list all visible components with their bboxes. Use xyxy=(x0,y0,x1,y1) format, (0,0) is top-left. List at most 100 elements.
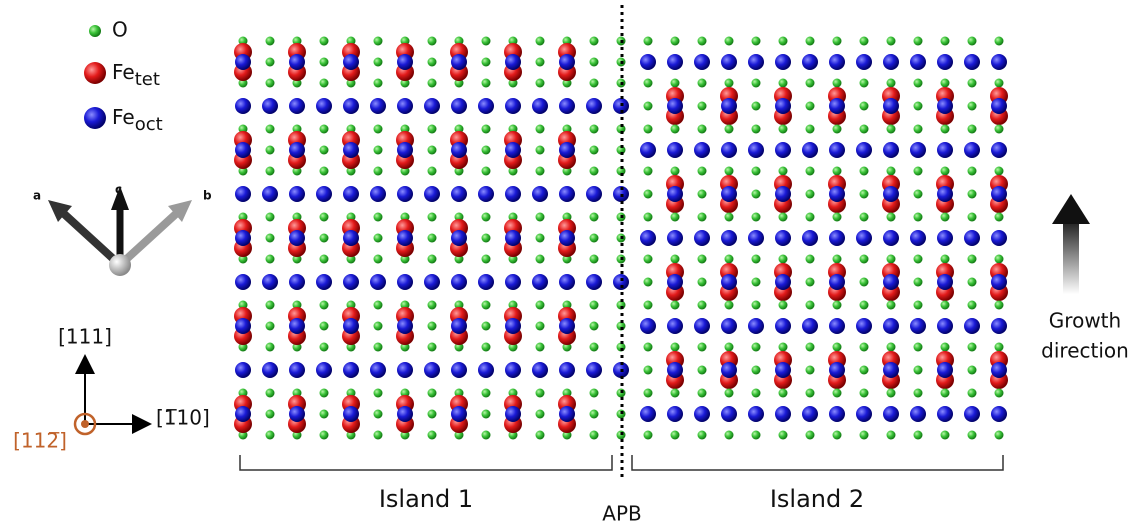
fe-oct-atom xyxy=(397,142,413,158)
o-atom xyxy=(968,190,977,199)
o-atom xyxy=(644,366,653,375)
fe-oct-atom xyxy=(235,142,251,158)
o-atom xyxy=(482,343,491,352)
o-atom xyxy=(833,343,842,352)
o-atom xyxy=(779,343,788,352)
o-atom xyxy=(968,102,977,111)
legend-label: Fetet xyxy=(112,60,160,91)
o-atom xyxy=(698,431,707,440)
fe-oct-atom xyxy=(883,362,899,378)
o-atom xyxy=(995,167,1004,176)
o-atom xyxy=(644,79,653,88)
o-atom xyxy=(320,343,329,352)
fe-oct-atom xyxy=(748,142,764,158)
o-atom xyxy=(428,322,437,331)
fe-oct-atom xyxy=(802,142,818,158)
fe-oct-atom xyxy=(451,54,467,70)
o-atom xyxy=(320,125,329,134)
o-atom xyxy=(860,389,869,398)
o-atom xyxy=(725,79,734,88)
fe-oct-atom xyxy=(559,318,575,334)
o-atom xyxy=(914,167,923,176)
legend-label: Feoct xyxy=(112,105,163,136)
o-atom xyxy=(860,102,869,111)
o-atom xyxy=(320,410,329,419)
o-atom xyxy=(320,301,329,310)
o-atom xyxy=(644,37,653,46)
legend-label: O xyxy=(112,18,128,42)
fe-oct-atom xyxy=(343,318,359,334)
o-atom xyxy=(671,389,680,398)
o-atom xyxy=(428,343,437,352)
o-atom xyxy=(806,102,815,111)
fe-oct-atom xyxy=(451,318,467,334)
fe-oct-atom xyxy=(883,54,899,70)
fe-oct-atom xyxy=(397,274,413,290)
o-atom xyxy=(779,301,788,310)
fe-oct-atom xyxy=(775,274,791,290)
o-atom xyxy=(914,190,923,199)
fe-oct-atom xyxy=(802,406,818,422)
o-atom xyxy=(833,79,842,88)
o-atom xyxy=(752,278,761,287)
o-atom xyxy=(968,431,977,440)
o-atom xyxy=(779,431,788,440)
fe-oct-atom xyxy=(991,186,1007,202)
o-atom xyxy=(428,431,437,440)
o-atom xyxy=(320,389,329,398)
fe-oct-atom xyxy=(667,54,683,70)
o-atom xyxy=(725,389,734,398)
growth-label: Growth xyxy=(1049,309,1121,333)
fe-oct-atom xyxy=(640,54,656,70)
o-atom xyxy=(725,301,734,310)
o-atom xyxy=(536,255,545,264)
o-atom xyxy=(698,389,707,398)
o-atom xyxy=(266,58,275,67)
fe-oct-atom xyxy=(667,230,683,246)
o-atom xyxy=(887,343,896,352)
o-atom xyxy=(266,125,275,134)
fe-oct-atom xyxy=(343,230,359,246)
o-atom xyxy=(590,301,599,310)
o-atom xyxy=(590,213,599,222)
o-atom xyxy=(671,431,680,440)
o-atom xyxy=(806,431,815,440)
fe-oct-atom xyxy=(910,230,926,246)
o-atom xyxy=(860,213,869,222)
fe-oct-atom xyxy=(343,142,359,158)
fe-oct-atom xyxy=(478,274,494,290)
fe-oct-atom xyxy=(748,54,764,70)
o-atom xyxy=(806,301,815,310)
lattice-triad: a c b xyxy=(33,183,212,277)
o-atom xyxy=(482,79,491,88)
o-atom xyxy=(779,167,788,176)
o-atom xyxy=(887,389,896,398)
o-atom xyxy=(482,301,491,310)
fe-oct-atom xyxy=(289,186,305,202)
fe-oct-atom xyxy=(451,406,467,422)
o-atom xyxy=(644,190,653,199)
fe-oct-atom xyxy=(262,186,278,202)
fe-oct-atom xyxy=(721,362,737,378)
o-atom xyxy=(941,213,950,222)
o-atom xyxy=(266,343,275,352)
fe-oct-atom xyxy=(289,362,305,378)
o-atom xyxy=(617,431,626,440)
o-atom xyxy=(590,125,599,134)
fe-oct-atom xyxy=(856,406,872,422)
fe-oct-atom xyxy=(937,406,953,422)
fe-oct-atom xyxy=(505,186,521,202)
fe-oct-atom xyxy=(235,54,251,70)
fe-oct-atom xyxy=(721,230,737,246)
o-atom xyxy=(779,37,788,46)
fe-oct-atom xyxy=(532,186,548,202)
o-atom xyxy=(752,255,761,264)
o-atom xyxy=(698,37,707,46)
o-atom xyxy=(644,125,653,134)
o-atom xyxy=(320,167,329,176)
o-atom xyxy=(266,410,275,419)
fe-oct-atom xyxy=(451,186,467,202)
o-atom xyxy=(914,366,923,375)
o-atom xyxy=(860,167,869,176)
growth-arrow: Growth direction xyxy=(1041,194,1129,363)
